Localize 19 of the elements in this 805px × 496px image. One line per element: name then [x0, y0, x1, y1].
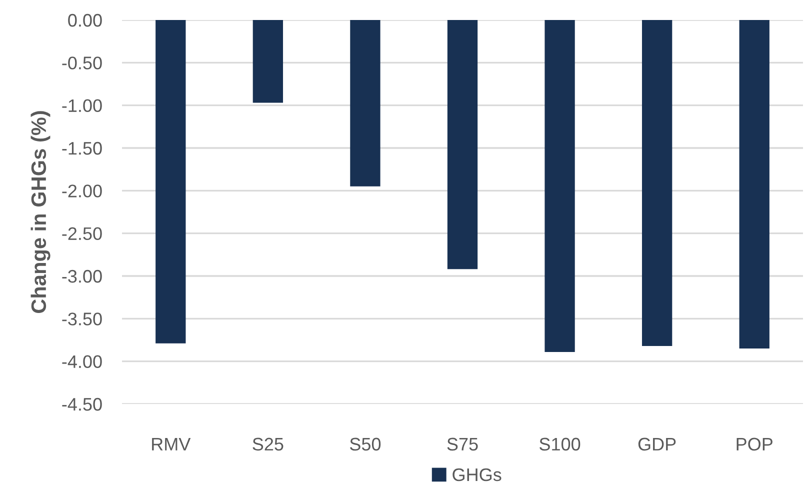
y-tick-label: -4.50 — [62, 398, 102, 411]
y-tick-label: -1.00 — [62, 99, 102, 112]
y-tick-label: 0.00 — [68, 14, 102, 27]
y-axis-title: Change in GHGs (%) — [30, 111, 50, 313]
legend-label: GHGs — [452, 468, 502, 482]
y-tick-label: -0.50 — [62, 56, 102, 70]
x-tick-label: S25 — [252, 438, 284, 451]
y-tick-label: -2.50 — [62, 227, 102, 240]
y-tick-label: -2.00 — [62, 184, 102, 198]
y-tick-label: -3.50 — [62, 312, 102, 326]
x-tick-label: GDP — [638, 438, 676, 451]
y-tick-label: -4.00 — [62, 355, 102, 368]
x-tick-label: S50 — [350, 438, 381, 451]
y-tick-label: -3.00 — [62, 270, 102, 283]
y-tick-label: -1.50 — [62, 142, 102, 155]
x-tick-label: RMV — [152, 438, 191, 450]
x-tick-label: POP — [736, 438, 772, 451]
x-tick-label: S100 — [540, 438, 580, 451]
x-tick-label: S75 — [447, 438, 478, 451]
